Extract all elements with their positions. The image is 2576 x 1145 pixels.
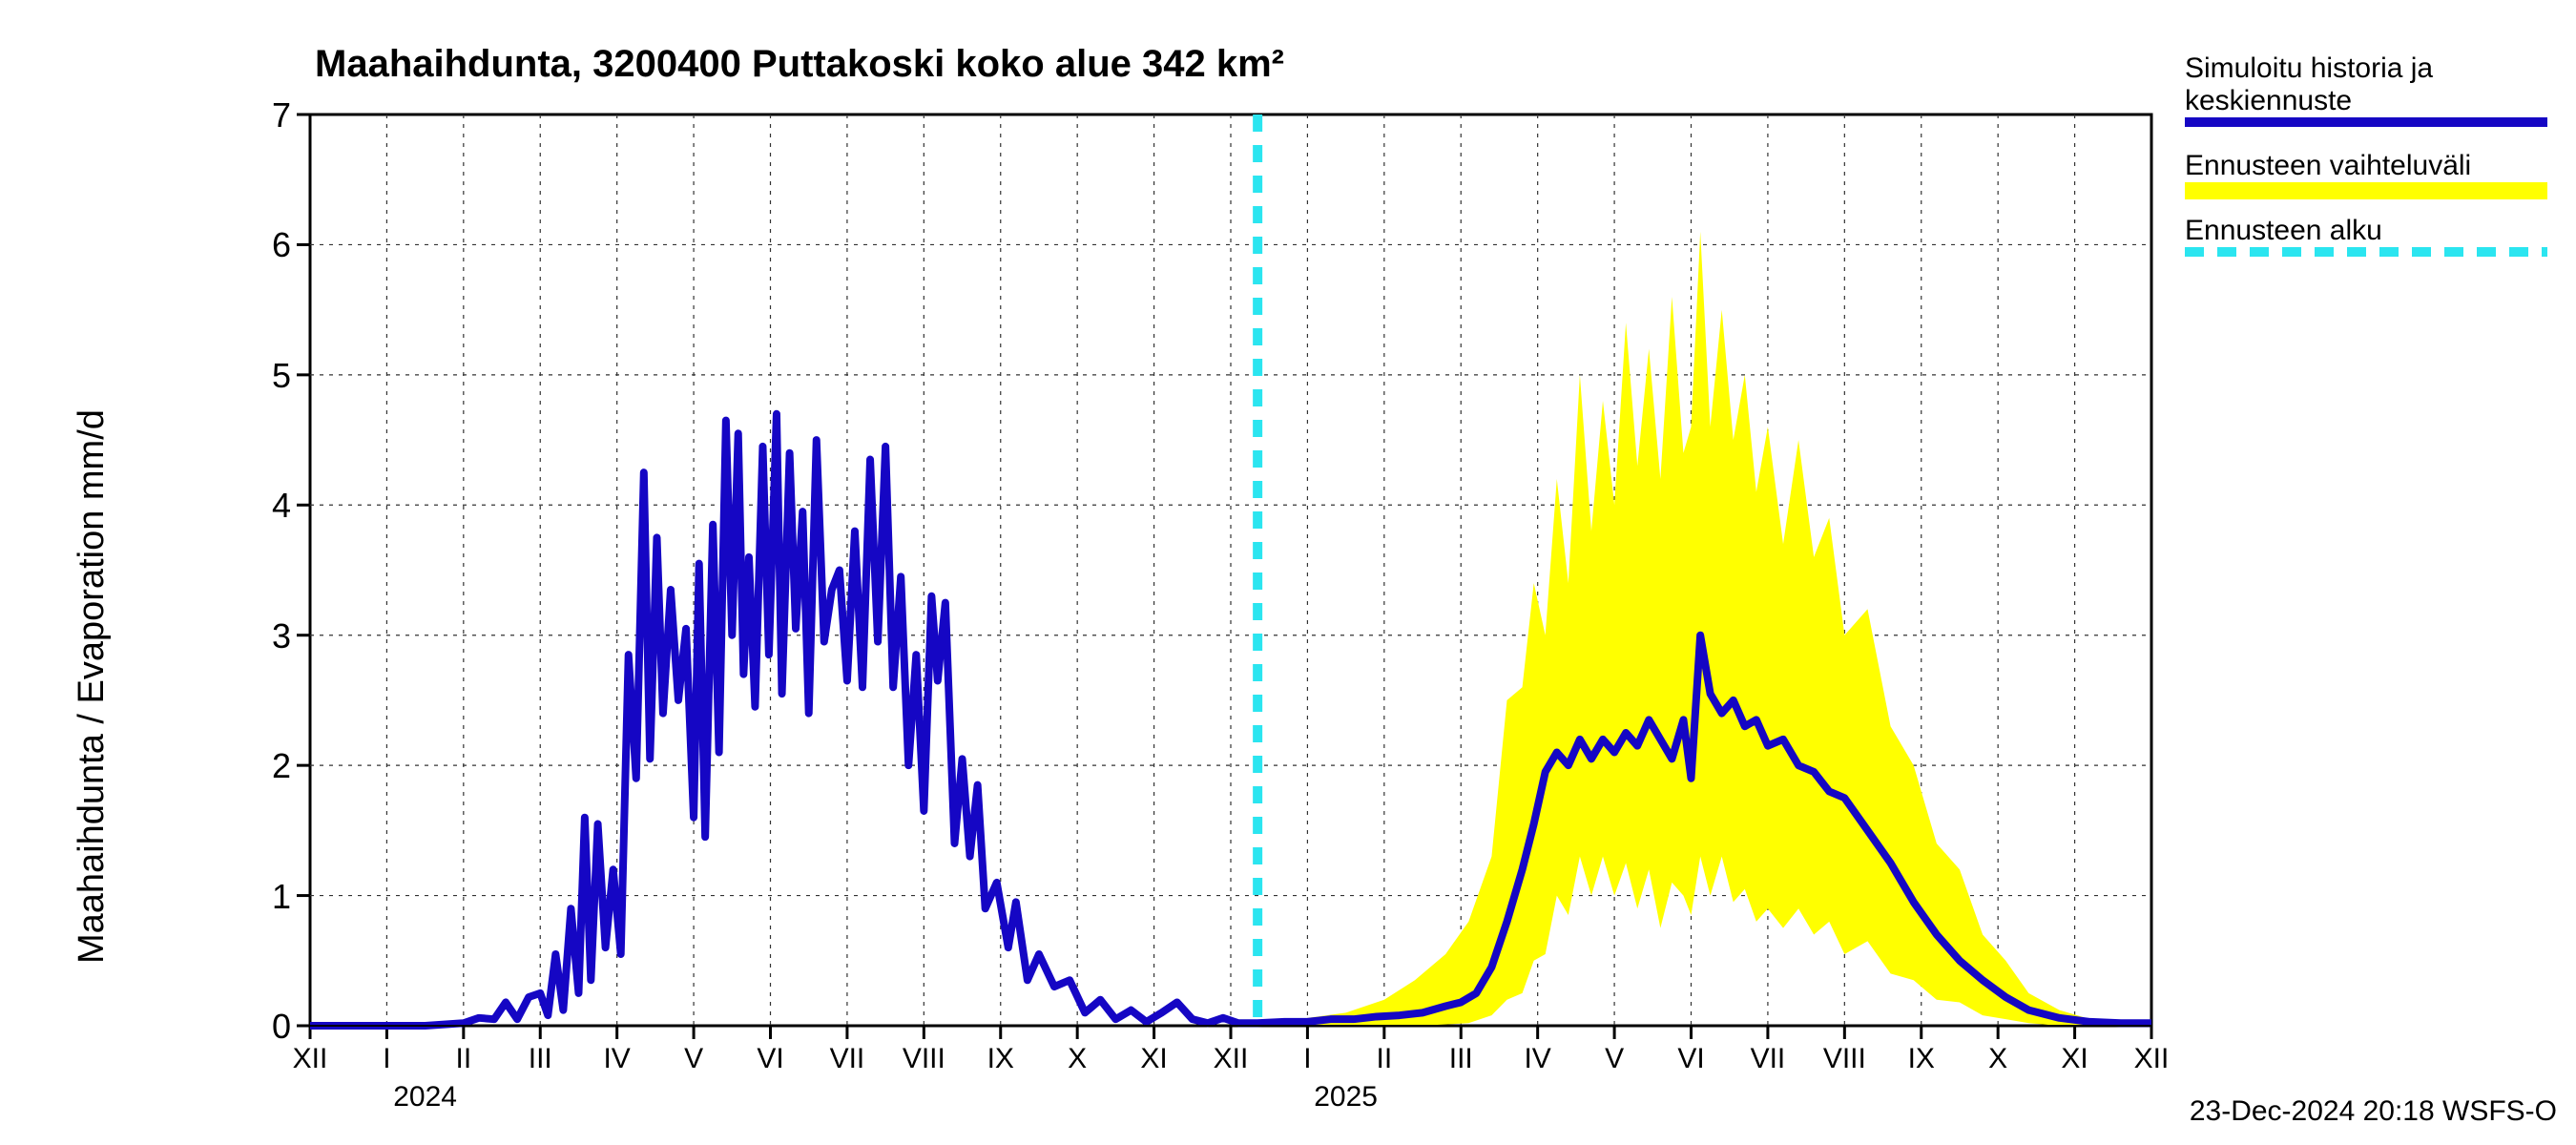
x-tick-label: IX: [987, 1043, 1014, 1075]
x-tick-label: IV: [603, 1043, 630, 1075]
chart-container: Maahaihdunta, 3200400 Puttakoski koko al…: [0, 0, 2576, 1145]
x-year-label: 2024: [393, 1081, 457, 1114]
y-tick-label: 3: [224, 616, 291, 656]
x-tick-label: II: [1376, 1043, 1392, 1075]
y-tick-label: 4: [224, 486, 291, 526]
footer-timestamp: 23-Dec-2024 20:18 WSFS-O: [2190, 1095, 2557, 1128]
x-tick-label: VII: [1751, 1043, 1786, 1075]
legend-swatch: [2185, 182, 2547, 199]
x-tick-label: XI: [2061, 1043, 2088, 1075]
y-tick-label: 6: [224, 225, 291, 265]
x-tick-label: III: [1449, 1043, 1473, 1075]
y-tick-label: 1: [224, 877, 291, 917]
x-tick-label: I: [383, 1043, 390, 1075]
x-tick-label: X: [1068, 1043, 1087, 1075]
legend-label: Ennusteen alku: [2185, 215, 2382, 247]
y-tick-label: 2: [224, 746, 291, 786]
x-year-label: 2025: [1314, 1081, 1378, 1114]
x-tick-label: II: [455, 1043, 471, 1075]
x-tick-label: XI: [1140, 1043, 1167, 1075]
x-tick-label: XII: [1214, 1043, 1249, 1075]
legend-label: keskiennuste: [2185, 85, 2352, 117]
x-tick-label: IV: [1524, 1043, 1550, 1075]
y-tick-label: 7: [224, 95, 291, 135]
x-tick-label: III: [529, 1043, 552, 1075]
x-tick-label: VI: [757, 1043, 783, 1075]
x-tick-label: IX: [1908, 1043, 1935, 1075]
x-tick-label: I: [1303, 1043, 1311, 1075]
legend-label: Ennusteen vaihteluväli: [2185, 150, 2471, 182]
y-tick-label: 5: [224, 356, 291, 396]
y-tick-label: 0: [224, 1007, 291, 1047]
x-tick-label: XII: [2134, 1043, 2170, 1075]
x-tick-label: VI: [1677, 1043, 1704, 1075]
legend-label: Simuloitu historia ja: [2185, 52, 2433, 85]
x-tick-label: VIII: [903, 1043, 945, 1075]
x-tick-label: X: [1988, 1043, 2007, 1075]
x-tick-label: VIII: [1823, 1043, 1866, 1075]
x-tick-label: XII: [293, 1043, 328, 1075]
legend-swatch: [2185, 247, 2547, 257]
x-tick-label: VII: [830, 1043, 865, 1075]
x-tick-label: V: [1605, 1043, 1624, 1075]
legend-swatch: [2185, 117, 2547, 127]
x-tick-label: V: [684, 1043, 703, 1075]
